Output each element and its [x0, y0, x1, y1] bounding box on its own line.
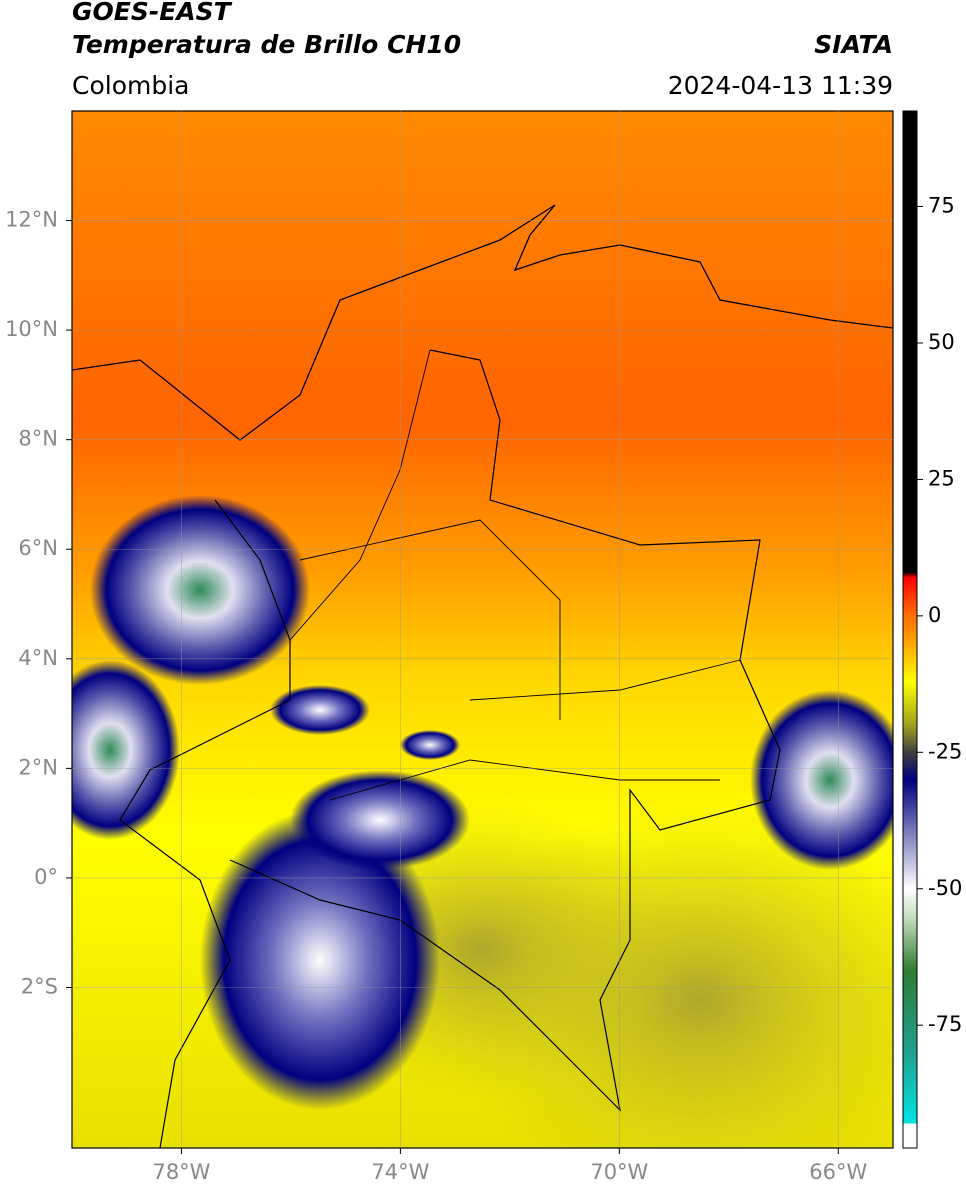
map-frame — [71, 110, 894, 1149]
datetime: 2024-04-13 11:39 — [668, 71, 893, 100]
colorbar-tick-label: 0 — [928, 603, 941, 627]
y-tick-label: 2°N — [18, 755, 58, 779]
y-tick-label: 8°N — [18, 427, 58, 451]
x-tick-label: 66°W — [809, 1160, 867, 1184]
region: Colombia — [72, 71, 189, 100]
title: GOES-EAST — [72, 0, 233, 26]
y-tick-label: 4°N — [18, 646, 58, 670]
y-tick-label: 2°S — [21, 974, 58, 998]
colorbar-tick-label: 25 — [928, 466, 955, 490]
subtitle: Temperatura de Brillo CH10 — [72, 30, 461, 59]
y-tick-label: 12°N — [5, 208, 58, 232]
colorbar-tick-label: 75 — [928, 194, 955, 218]
x-tick-label: 78°W — [152, 1160, 210, 1184]
y-tick-label: 10°N — [5, 317, 58, 341]
colorbar — [902, 110, 918, 1149]
colorbar-tick-label: -25 — [928, 739, 962, 763]
satellite-image — [72, 111, 893, 1148]
colorbar-tick-label: -50 — [928, 876, 962, 900]
x-tick-label: 74°W — [371, 1160, 429, 1184]
source: SIATA — [814, 30, 893, 59]
colorbar-tick-label: 50 — [928, 330, 955, 354]
y-tick-label: 6°N — [18, 536, 58, 560]
x-tick-label: 70°W — [590, 1160, 648, 1184]
y-tick-label: 0° — [34, 865, 58, 889]
colorbar-tick-label: -75 — [928, 1012, 962, 1036]
